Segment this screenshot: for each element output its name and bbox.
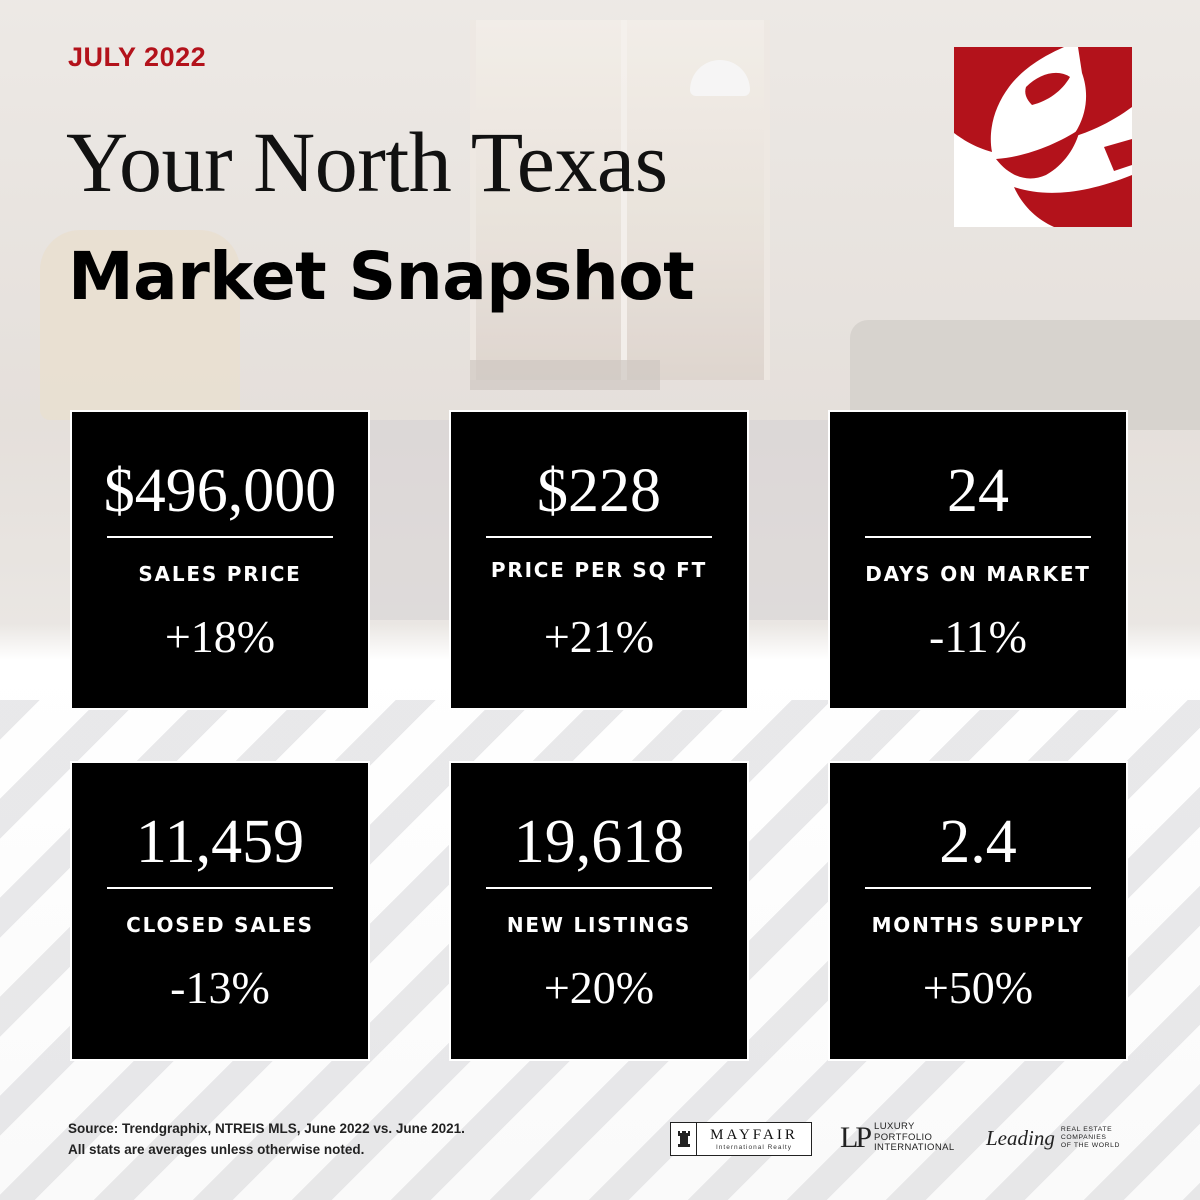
lpi-line2: PORTFOLIO [874, 1131, 933, 1143]
stat-card-price-per-sqft: $228 PRICE PER SQ FT +21% [449, 410, 749, 710]
source-line: Source: Trendgraphix, NTREIS MLS, June 2… [68, 1121, 465, 1136]
disclaimer-line: All stats are averages unless otherwise … [68, 1142, 365, 1157]
stat-change: +20% [543, 962, 655, 1013]
leading-line1: REAL ESTATE [1060, 1126, 1113, 1133]
stat-divider [865, 536, 1091, 538]
stat-change: +21% [543, 611, 655, 662]
stat-value: 19,618 [513, 808, 685, 876]
stat-divider [107, 887, 333, 889]
stat-value: 24 [947, 457, 1009, 525]
stat-divider [486, 536, 712, 538]
page-title-line1: Your North Texas [66, 114, 668, 210]
ebby-red-script-e-icon [954, 47, 1132, 227]
stat-divider [865, 887, 1091, 889]
stat-card-new-listings: 19,618 NEW LISTINGS +20% [449, 761, 749, 1061]
leading-script: Leading [986, 1125, 1055, 1150]
stat-change: -11% [929, 611, 1027, 662]
stat-label: DAYS ON MARKET [865, 562, 1091, 586]
stat-card-months-supply: 2.4 MONTHS SUPPLY +50% [828, 761, 1128, 1061]
stat-value: $496,000 [103, 457, 337, 525]
stat-label: MONTHS SUPPLY [871, 913, 1085, 937]
leading-re-logo: Leading REAL ESTATE COMPANIES OF THE WOR… [986, 1120, 1120, 1156]
stat-divider [486, 887, 712, 889]
brand-logo [954, 47, 1132, 227]
stat-label: SALES PRICE [138, 562, 302, 586]
stat-card-days-on-market: 24 DAYS ON MARKET -11% [828, 410, 1128, 710]
source-note: Source: Trendgraphix, NTREIS MLS, June 2… [68, 1118, 465, 1160]
stat-label: NEW LISTINGS [506, 913, 692, 937]
lpi-line1: LUXURY [874, 1121, 915, 1133]
mayfair-name: MAYFAIR [710, 1126, 798, 1143]
mayfair-logo: MAYFAIR International Realty [670, 1122, 812, 1156]
stat-label: CLOSED SALES [126, 913, 314, 937]
stat-value: 2.4 [939, 808, 1017, 876]
stat-value: 11,459 [135, 808, 305, 876]
background-chair [40, 230, 240, 420]
lpi-line3: INTERNATIONAL [874, 1142, 955, 1154]
report-date: JULY 2022 [68, 42, 207, 72]
luxury-portfolio-logo: LP LUXURY PORTFOLIO INTERNATIONAL [840, 1120, 955, 1156]
stat-divider [107, 536, 333, 538]
background-table [470, 360, 660, 390]
lp-monogram: LP [840, 1121, 872, 1154]
stat-label: PRICE PER SQ FT [490, 558, 708, 582]
stat-change: +50% [922, 962, 1034, 1013]
stat-change: -13% [170, 962, 270, 1013]
mayfair-subtitle: International Realty [715, 1143, 792, 1151]
rook-icon [671, 1123, 697, 1155]
leading-line2: COMPANIES [1060, 1134, 1107, 1141]
stat-card-sales-price: $496,000 SALES PRICE +18% [70, 410, 370, 710]
stat-card-closed-sales: 11,459 CLOSED SALES -13% [70, 761, 370, 1061]
page-title-line2: Market Snapshot [68, 238, 695, 315]
leading-line3: OF THE WORLD [1060, 1142, 1121, 1149]
stat-value: $228 [537, 457, 661, 525]
stat-change: +18% [164, 611, 276, 662]
